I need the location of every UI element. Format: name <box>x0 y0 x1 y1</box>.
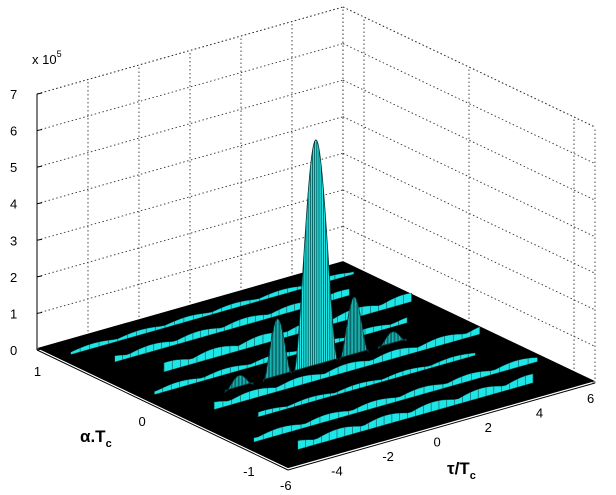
z-tick-label: 6 <box>10 124 17 139</box>
z-tick-label: 0 <box>10 343 17 358</box>
grid-line-right-z <box>342 152 596 274</box>
grid-line-right-z <box>342 43 596 164</box>
z-tick-mark <box>36 311 43 314</box>
z-tick-mark <box>36 129 43 132</box>
peak <box>224 374 254 393</box>
z-tick-mark <box>36 202 43 205</box>
grid-lines <box>36 6 596 384</box>
z-tick-mark <box>36 348 43 351</box>
grid-line-back-z <box>36 152 344 241</box>
grid-line-back-z <box>36 79 344 168</box>
z-tick-mark <box>36 165 43 168</box>
grid-line-right-z <box>342 189 596 311</box>
y-tick-label: 0 <box>139 414 146 429</box>
grid-line-back-z <box>36 116 344 205</box>
x-axis-line <box>287 382 596 471</box>
tick-labels: 0 1 2 3 4 5 6 7 -6 -4 -2 0 2 4 6 1 0 -1 <box>10 87 594 493</box>
z-tick-mark <box>36 275 43 278</box>
x-tick-label: -2 <box>382 449 394 464</box>
grid-line-top <box>342 6 596 128</box>
z-tick-label: 3 <box>10 233 17 248</box>
exponent-label: x 105 <box>32 49 62 67</box>
grid-line-back-z <box>36 43 344 132</box>
x-tick-label: 2 <box>485 420 492 435</box>
z-tick-label: 5 <box>10 160 17 175</box>
y-tick-label: -1 <box>243 464 255 479</box>
grid-line-right-z <box>342 79 596 201</box>
z-tick-label: 1 <box>10 306 17 321</box>
y-tick-label: 1 <box>34 364 41 379</box>
z-tick-mark <box>36 92 43 95</box>
x-tick-label: 6 <box>587 391 594 406</box>
x-tick-label: -4 <box>331 464 343 479</box>
axes <box>36 94 596 471</box>
y-axis-label: α.Tc <box>80 427 112 450</box>
z-tick-label: 4 <box>10 197 17 212</box>
y-axis-line <box>36 349 289 471</box>
x-axis-label: τ/Tc <box>447 459 476 482</box>
peak <box>293 139 338 373</box>
x-tick-label: 0 <box>434 435 441 450</box>
z-tick-label: 2 <box>10 270 17 285</box>
x-tick-label: -6 <box>280 478 292 493</box>
grid-line-right-z <box>342 226 596 347</box>
peak <box>339 296 369 362</box>
surface-peaks <box>224 139 407 393</box>
z-tick-label: 7 <box>10 87 17 102</box>
grid-line-top <box>36 6 344 95</box>
x-tick-label: 4 <box>536 406 543 421</box>
peak <box>262 318 292 383</box>
z-tick-mark <box>36 238 43 241</box>
grid-line-back-z <box>36 6 344 95</box>
peak <box>377 331 407 350</box>
grid-line-right-z <box>342 116 596 238</box>
